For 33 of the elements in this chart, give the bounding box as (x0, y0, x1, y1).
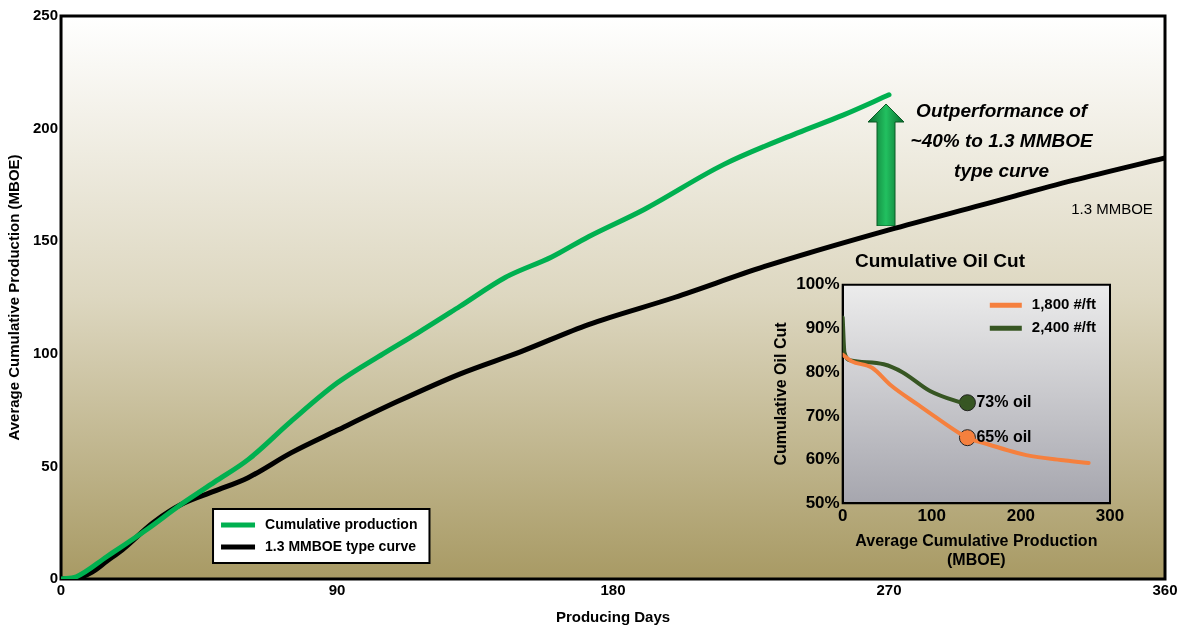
chart-title: Cumulative Oil Cut (855, 249, 1026, 271)
y-tick-label: 100 (33, 343, 59, 361)
y-tick-label: 60% (805, 449, 840, 469)
y-tick-label: 100% (796, 274, 840, 294)
y-tick-label: 50% (805, 492, 840, 512)
x-tick-label: 100 (917, 506, 946, 526)
y-tick-label: 70% (805, 405, 840, 425)
x-tick-label: 200 (1006, 506, 1036, 526)
legend-label: 1.3 MMBOE type curve (265, 537, 417, 554)
y-axis-title: Average Cumulative Production (MBOE) (5, 154, 23, 441)
y-tick-label: 90% (805, 318, 840, 338)
y-tick-label: 250 (33, 6, 59, 24)
line-series (842, 352, 1091, 466)
x-tick-label: 180 (600, 581, 626, 599)
x-axis-title: Average Cumulative Production (MBOE) (855, 531, 1098, 568)
x-tick-label: 270 (876, 581, 902, 599)
y-tick-label: 0 (49, 569, 59, 587)
annotation: 65% oil (976, 428, 1032, 446)
annotation: 1.3 MMBOE (1071, 200, 1153, 218)
legend-label: 1,800 #/ft (1031, 295, 1097, 313)
x-axis-title: Producing Days (555, 608, 671, 626)
y-axis-title: Cumulative Oil Cut (772, 321, 790, 466)
x-tick-label: 90 (328, 581, 346, 599)
x-tick-label: 300 (1095, 506, 1125, 526)
annotation: 73% oil (976, 393, 1032, 411)
y-tick-label: 150 (33, 231, 59, 249)
x-tick-label: 360 (1152, 581, 1178, 599)
annotation: Outperformance of ~40% to 1.3 MMBOE type curve (910, 100, 1094, 182)
y-tick-label: 50 (41, 456, 59, 474)
legend-label: Cumulative production (265, 515, 418, 532)
legend-label: 2,400 #/ft (1031, 318, 1097, 336)
y-tick-label: 80% (805, 361, 840, 381)
y-tick-label: 200 (33, 118, 59, 136)
